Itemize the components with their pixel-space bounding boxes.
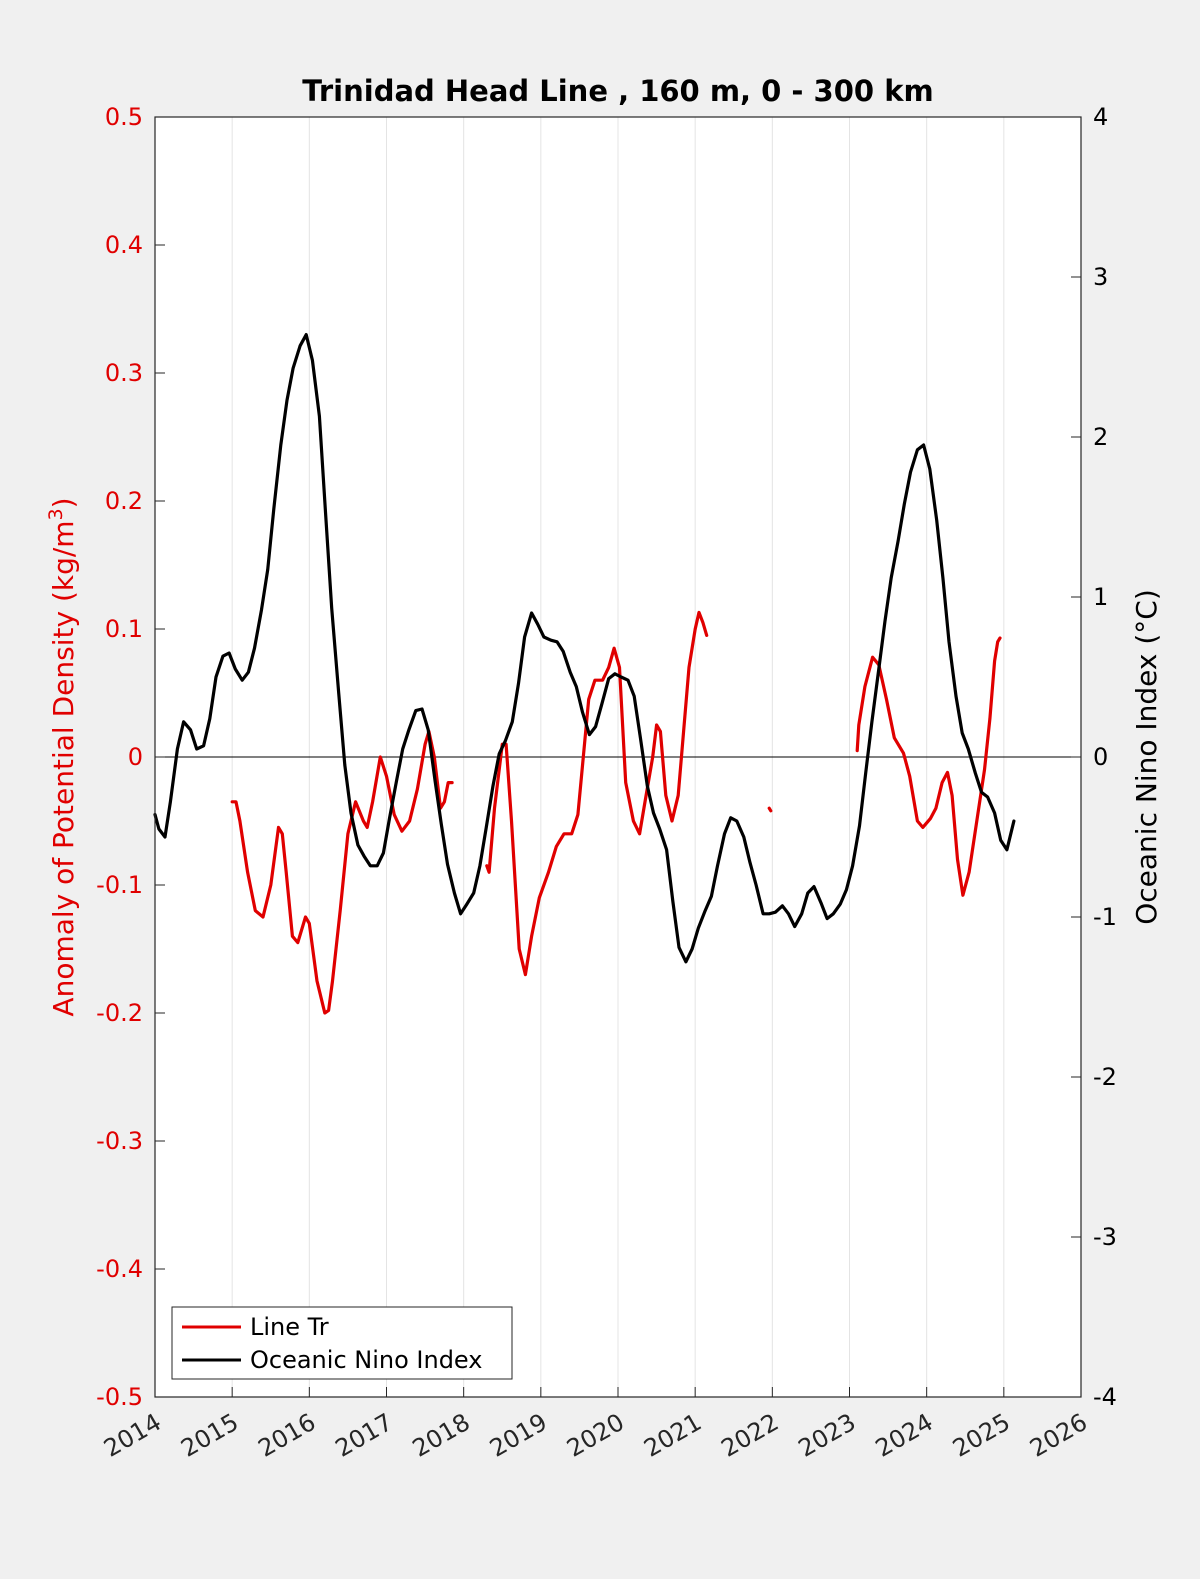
x-tick-label: 2021 xyxy=(639,1408,706,1463)
series-line-tr xyxy=(767,806,773,813)
x-tick-label: 2025 xyxy=(948,1408,1015,1463)
legend-label-line-tr: Line Tr xyxy=(250,1313,329,1341)
x-tick-label: 2015 xyxy=(176,1408,243,1463)
y-right-tick-label: 0 xyxy=(1093,743,1108,771)
legend-label-oni: Oceanic Nino Index xyxy=(250,1346,482,1374)
y-left-tick-label: -0.5 xyxy=(96,1383,143,1411)
x-tick-label: 2016 xyxy=(253,1408,320,1463)
right-axis-label: Oceanic Nino Index (°C) xyxy=(1130,589,1163,925)
y-left-tick-label: 0.1 xyxy=(105,615,143,643)
y-left-tick-label: 0 xyxy=(128,743,143,771)
left-axis-label-main: Anomaly of Potential Density (kg/m xyxy=(47,520,80,1016)
y-left-tick-label: -0.4 xyxy=(96,1255,143,1283)
tick-marks xyxy=(154,116,1082,1398)
y-right-tick-label: -1 xyxy=(1093,903,1117,931)
y-right-tick-label: -3 xyxy=(1093,1223,1117,1251)
x-tick-label: 2022 xyxy=(716,1408,783,1463)
x-tick-label: 2019 xyxy=(485,1408,552,1463)
x-tick-label: 2014 xyxy=(99,1408,166,1463)
y-left-tick-label: 0.2 xyxy=(105,487,143,515)
x-tick-label: 2026 xyxy=(1025,1408,1092,1463)
y-right-tick-label: -4 xyxy=(1093,1383,1117,1411)
x-axis-tick-labels: 2014 2015 2016 2017 2018 2019 2020 2021 2022 2023… xyxy=(99,1408,1092,1463)
y-left-tick-label: 0.4 xyxy=(105,231,143,259)
y-right-tick-label: 2 xyxy=(1093,423,1108,451)
right-axis-tick-labels: 4 3 2 1 0 -1 -2 -3 -4 xyxy=(1093,103,1117,1411)
series-line-tr xyxy=(230,729,454,1015)
left-axis-label-close: ) xyxy=(47,497,80,508)
y-right-tick-label: -2 xyxy=(1093,1063,1117,1091)
y-left-tick-label: -0.1 xyxy=(96,871,143,899)
legend-box xyxy=(171,1306,513,1380)
left-axis-tick-labels: 0.5 0.4 0.3 0.2 0.1 0 -0.1 -0.2 -0.3 -0.4 -0.5 xyxy=(96,103,143,1411)
x-tick-label: 2024 xyxy=(871,1408,938,1463)
left-axis-label-sup: 3 xyxy=(45,508,67,520)
y-right-tick-label: 1 xyxy=(1093,583,1108,611)
y-left-tick-label: 0.5 xyxy=(105,103,143,131)
y-right-tick-label: 3 xyxy=(1093,263,1108,291)
y-left-tick-label: -0.3 xyxy=(96,1127,143,1155)
series-line-tr xyxy=(485,610,709,977)
x-tick-label: 2020 xyxy=(562,1408,629,1463)
x-tick-label: 2017 xyxy=(331,1408,398,1463)
chart-title: Trinidad Head Line , 160 m, 0 - 300 km xyxy=(302,74,933,108)
x-tick-label: 2018 xyxy=(408,1408,475,1463)
legend: Line Tr Oceanic Nino Index xyxy=(171,1306,513,1380)
left-axis-label: Anomaly of Potential Density (kg/m3) xyxy=(45,497,80,1016)
series-layer xyxy=(153,333,1016,1015)
series-oceanic-nino-index xyxy=(153,333,1016,964)
y-left-tick-label: -0.2 xyxy=(96,999,143,1027)
y-left-tick-label: 0.3 xyxy=(105,359,143,387)
y-right-tick-label: 4 xyxy=(1093,103,1108,131)
x-tick-label: 2023 xyxy=(794,1408,861,1463)
